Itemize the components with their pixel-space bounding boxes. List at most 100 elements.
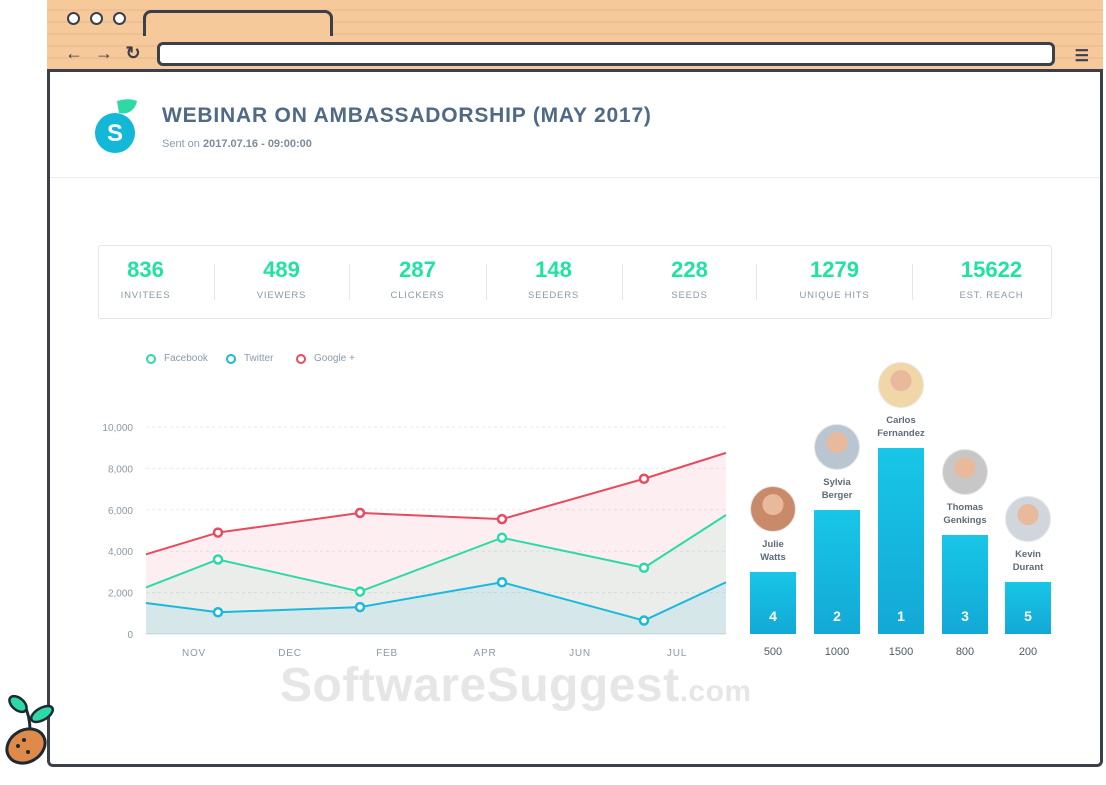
data-point	[638, 562, 650, 574]
data-point	[496, 532, 508, 543]
stat-separator	[486, 264, 487, 300]
data-point	[212, 527, 224, 538]
sent-date: 2017.07.16 - 09:00:00	[202, 138, 312, 150]
data-point	[212, 607, 224, 618]
browser-tab[interactable]	[143, 10, 333, 36]
series-line	[145, 581, 727, 622]
leaderboard-value: 800	[955, 646, 975, 658]
data-point	[496, 513, 508, 525]
rank-label: 2	[833, 608, 841, 624]
legend-facebook[interactable]: Facebook	[146, 353, 208, 364]
hamburger-menu-icon[interactable]: ☰	[1074, 48, 1089, 65]
rank-label: 5	[1024, 608, 1032, 624]
brand-logo: S	[95, 99, 137, 153]
stat-separator	[214, 264, 215, 300]
stat-seeders: 148 SEEDERS	[511, 256, 596, 301]
x-tick-label: DEC	[278, 648, 302, 659]
browser-window	[47, 0, 1103, 767]
y-tick-label: 8,000	[108, 464, 133, 475]
stat-label: UNIQUE HITS	[799, 290, 870, 301]
legend-label: Google +	[314, 353, 355, 364]
legend-label: Twitter	[244, 353, 274, 364]
stat-separator	[912, 264, 913, 300]
y-tick-label: 0	[127, 630, 133, 641]
avatar[interactable]	[878, 362, 924, 408]
leaderboard-value: 1500	[888, 646, 914, 658]
ambassador-name: Julie Watts	[760, 539, 786, 563]
legend-marker	[146, 353, 156, 364]
back-arrow-icon[interactable]: ←	[65, 43, 83, 63]
leaderboard-value: 1000	[824, 646, 850, 658]
rank-label: 3	[961, 607, 969, 624]
address-bar[interactable]	[157, 42, 1055, 66]
stat-unique-hits: 1279 UNIQUE HITS	[787, 256, 882, 301]
data-point	[212, 554, 224, 565]
avatar[interactable]	[1005, 496, 1051, 542]
legend-label: Facebook	[164, 353, 208, 364]
series-area	[146, 452, 726, 634]
avatar[interactable]	[750, 486, 796, 532]
avatar[interactable]	[942, 448, 988, 495]
minimize-window-dot[interactable]	[90, 12, 103, 25]
stat-label: INVITEES	[120, 290, 171, 301]
data-point	[638, 473, 650, 484]
reload-icon[interactable]: ↻	[125, 43, 141, 63]
stat-value: 836	[127, 257, 164, 282]
x-tick-label: NOV	[182, 648, 206, 659]
leaderboard-value: 200	[1018, 646, 1038, 658]
data-point	[354, 601, 366, 613]
y-tick-label: 6,000	[108, 506, 133, 517]
leaderboard-bar[interactable]: 4	[750, 572, 796, 634]
leaderboard-bar[interactable]: 5	[1005, 582, 1051, 634]
stat-value: 228	[671, 257, 708, 282]
stat-value: 1279	[810, 257, 859, 282]
leaderboard-bar[interactable]: 3	[942, 534, 988, 634]
svg-text:S: S	[107, 120, 123, 147]
stat-invitees: 836 INVITEES	[103, 256, 188, 301]
legend-twitter[interactable]: Twitter	[226, 353, 273, 364]
leaderboard-bar[interactable]: 1	[878, 448, 924, 634]
leaderboard-value: 500	[763, 646, 783, 658]
stat-value: 148	[535, 257, 572, 282]
rank-label: 1	[897, 608, 905, 624]
y-tick-label: 10,000	[102, 423, 133, 434]
data-point	[354, 507, 366, 519]
legend-google[interactable]: Google +	[296, 353, 355, 364]
legend-marker	[226, 353, 236, 364]
y-tick-label: 4,000	[108, 547, 133, 558]
watermark-suffix: .com	[679, 675, 752, 708]
data-point	[638, 615, 650, 626]
stat-value: 287	[399, 257, 436, 282]
stat-value: 15622	[960, 257, 1023, 282]
stat-viewers: 489 VIEWERS	[239, 256, 324, 301]
stat-label: VIEWERS	[256, 290, 307, 301]
x-tick-label: FEB	[376, 648, 398, 659]
forward-arrow-icon[interactable]: →	[95, 43, 113, 63]
stat-label: EST. REACH	[959, 290, 1024, 301]
stat-est-reach: 15622 EST. REACH	[944, 256, 1039, 301]
close-window-dot[interactable]	[67, 12, 80, 25]
ambassador-name: Kevin Durant	[1012, 549, 1044, 573]
browser-toolbar: ← → ↻ ☰	[47, 0, 1103, 72]
avatar[interactable]	[814, 424, 860, 470]
stat-value: 489	[263, 257, 300, 282]
x-tick-label: JUN	[569, 648, 591, 659]
stat-label: CLICKERS	[390, 290, 445, 301]
leaderboard-bar[interactable]: 2	[814, 510, 860, 634]
stat-label: SEEDERS	[527, 290, 579, 301]
page-title: WEBINAR ON AMBASSADORSHIP (MAY 2017)	[162, 104, 652, 127]
maximize-window-dot[interactable]	[113, 12, 126, 25]
stat-seeds: 228 SEEDS	[647, 256, 732, 301]
y-tick-label: 2,000	[108, 589, 133, 600]
data-point	[496, 577, 508, 588]
series-area	[146, 582, 726, 634]
ambassador-name: Thomas Genkings	[943, 501, 987, 526]
data-point	[354, 586, 366, 597]
stat-separator	[756, 264, 757, 300]
ambassador-name: Sylvia Berger	[821, 477, 853, 501]
stats-panel: 836 INVITEES 489 VIEWERS 287 CLICKERS 14…	[98, 245, 1052, 319]
series-line	[145, 451, 727, 556]
rank-label: 4	[769, 608, 777, 624]
stat-separator	[349, 264, 350, 300]
